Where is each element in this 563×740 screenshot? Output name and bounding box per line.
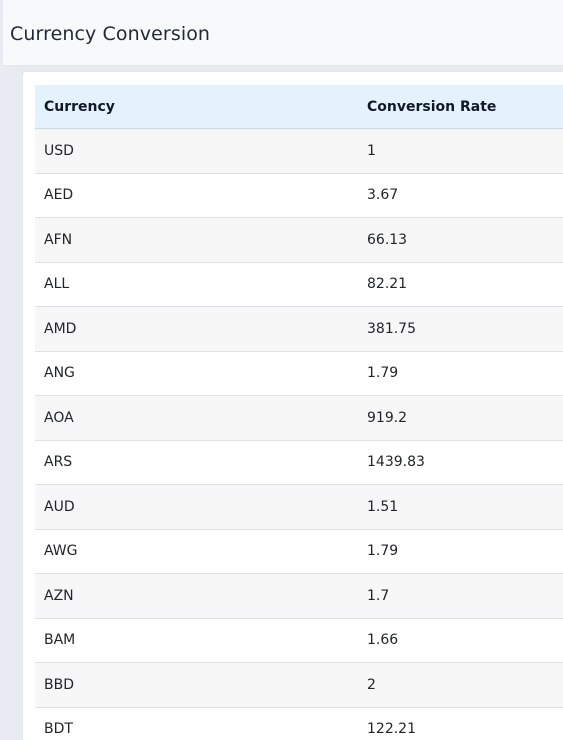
currency-code-cell: BAM — [35, 618, 358, 663]
table-row: AZN 1.7 — [35, 573, 563, 619]
conversion-rate-cell: 1439.83 — [358, 440, 563, 485]
conversion-rate-cell: 381.75 — [358, 306, 563, 352]
conversion-rate-cell: 1.66 — [358, 618, 563, 663]
currency-code-cell: AZN — [35, 573, 358, 619]
table-row: ALL 82.21 — [35, 262, 563, 307]
conversion-rate-column-header: Conversion Rate — [358, 85, 563, 129]
currency-code-cell: AWG — [35, 529, 358, 574]
table-header-row: Currency Conversion Rate — [35, 85, 563, 129]
currency-code-cell: USD — [35, 128, 358, 174]
table-row: USD 1 — [35, 128, 563, 174]
page-header: Currency Conversion — [3, 0, 563, 66]
table-row: AFN 66.13 — [35, 217, 563, 263]
conversion-rate-cell: 1.7 — [358, 573, 563, 619]
conversion-rate-cell: 122.21 — [358, 707, 563, 740]
currency-code-cell: AED — [35, 173, 358, 218]
table-row: AOA 919.2 — [35, 395, 563, 441]
currency-code-cell: BDT — [35, 707, 358, 740]
table-row: ARS 1439.83 — [35, 440, 563, 485]
table-row: AMD 381.75 — [35, 306, 563, 352]
table-row: ANG 1.79 — [35, 351, 563, 396]
table-row: AUD 1.51 — [35, 484, 563, 530]
table-row: BBD 2 — [35, 662, 563, 708]
currency-code-cell: BBD — [35, 662, 358, 708]
currency-code-cell: ANG — [35, 351, 358, 396]
currency-code-cell: ALL — [35, 262, 358, 307]
currency-code-cell: AUD — [35, 484, 358, 530]
currency-code-cell: AMD — [35, 306, 358, 352]
currency-code-cell: AOA — [35, 395, 358, 441]
page-title: Currency Conversion — [10, 23, 211, 45]
currency-column-header: Currency — [35, 85, 358, 129]
conversion-rate-cell: 1.79 — [358, 351, 563, 396]
conversion-rate-cell: 1.51 — [358, 484, 563, 530]
table-body: USD 1 AED 3.67 AFN 66.13 ALL 82.21 AMD — [35, 128, 563, 740]
currency-conversion-table: Currency Conversion Rate USD 1 AED 3.67 … — [35, 85, 563, 740]
conversion-rate-cell: 1 — [358, 128, 563, 174]
table-row: AED 3.67 — [35, 173, 563, 218]
table-row: AWG 1.79 — [35, 529, 563, 574]
conversion-rate-cell: 3.67 — [358, 173, 563, 218]
currency-code-cell: ARS — [35, 440, 358, 485]
currency-code-cell: AFN — [35, 217, 358, 263]
table-header: Currency Conversion Rate — [35, 85, 563, 129]
conversion-rate-cell: 2 — [358, 662, 563, 708]
table-row: BDT 122.21 — [35, 707, 563, 740]
conversion-rate-cell: 66.13 — [358, 217, 563, 263]
conversion-rate-cell: 1.79 — [358, 529, 563, 574]
table-row: BAM 1.66 — [35, 618, 563, 663]
conversion-table-card: Currency Conversion Rate USD 1 AED 3.67 … — [22, 71, 563, 740]
conversion-rate-cell: 82.21 — [358, 262, 563, 307]
conversion-rate-cell: 919.2 — [358, 395, 563, 441]
